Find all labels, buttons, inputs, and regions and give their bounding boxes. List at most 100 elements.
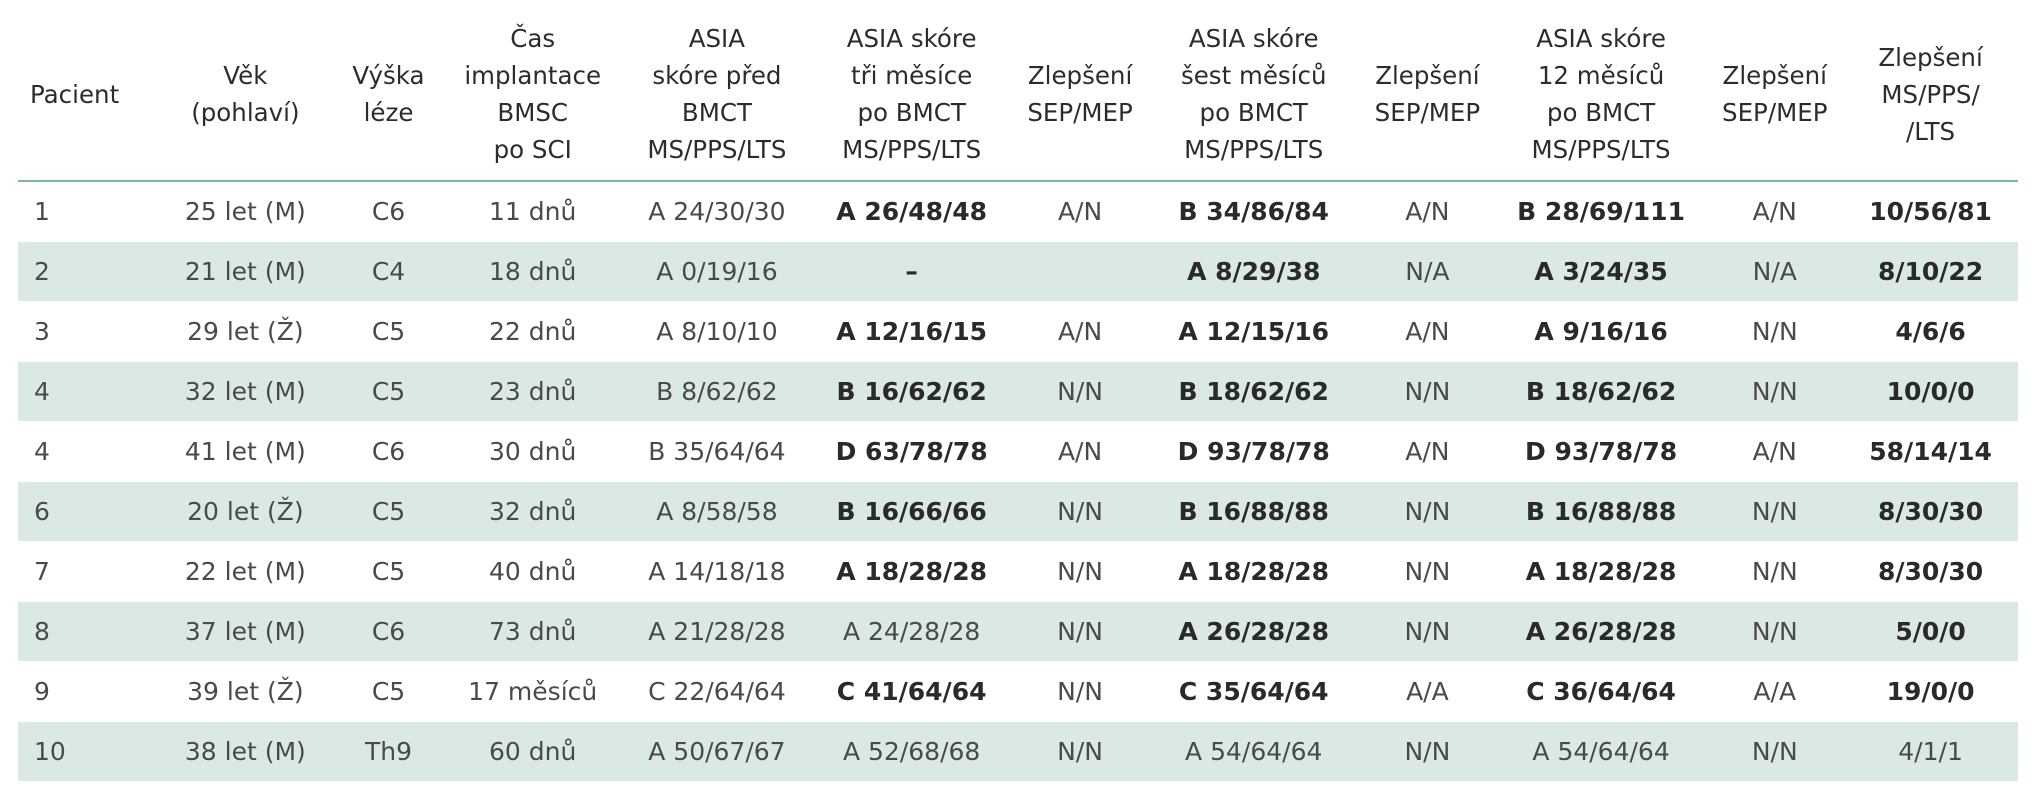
cell-zlepseni-sep-1: N/N bbox=[1011, 481, 1149, 542]
header-row: Pacient Věk (pohlaví) Výška léze Čas implantac… bbox=[18, 20, 2018, 182]
cell-asia-3m: D 63/78/78 bbox=[811, 421, 1012, 482]
header-line: SEP/MEP bbox=[1722, 98, 1828, 127]
cell-asia-pred: A 14/18/18 bbox=[622, 541, 812, 602]
cell-pacient: 3 bbox=[18, 301, 157, 362]
cell-asia-3m: A 26/48/48 bbox=[811, 181, 1012, 242]
cell-asia-pred: A 24/30/30 bbox=[622, 181, 812, 242]
cell-zlepseni-sep-2: N/N bbox=[1358, 481, 1496, 542]
cell-pacient: 2 bbox=[18, 241, 157, 302]
cell-asia-6m: A 8/29/38 bbox=[1148, 241, 1359, 302]
cell-pacient: 10 bbox=[18, 721, 157, 782]
header-cas-implantace: Čas implantace BMSC po SCI bbox=[443, 20, 623, 182]
cell-zlepseni-sep-1: A/N bbox=[1011, 181, 1149, 242]
table-row: 10 38 let (M) Th9 60 dnů A 50/67/67 A 52/68/6… bbox=[18, 721, 2018, 782]
cell-asia-pred: C 22/64/64 bbox=[622, 661, 812, 722]
cell-asia-12m: A 9/16/16 bbox=[1495, 301, 1707, 362]
cell-vyska-leze: C5 bbox=[333, 481, 444, 542]
cell-zlepseni-sep-2: N/N bbox=[1358, 601, 1496, 662]
cell-asia-3m: A 18/28/28 bbox=[811, 541, 1012, 602]
cell-cas-implantace: 30 dnů bbox=[443, 421, 623, 482]
cell-asia-12m: A 3/24/35 bbox=[1495, 241, 1707, 302]
cell-zlepseni-ms: 10/0/0 bbox=[1843, 361, 2018, 422]
table-row: 4 32 let (M) C5 23 dnů B 8/62/62 B 16/62/62 N/… bbox=[18, 361, 2018, 422]
header-line: Zlepšení bbox=[1722, 61, 1827, 90]
cell-zlepseni-sep-3: N/A bbox=[1706, 241, 1844, 302]
cell-zlepseni-sep-2: N/A bbox=[1358, 241, 1496, 302]
header-line: po BMCT bbox=[1546, 98, 1656, 127]
cell-zlepseni-sep-2: N/N bbox=[1358, 361, 1496, 422]
cell-cas-implantace: 18 dnů bbox=[443, 241, 623, 302]
cell-zlepseni-sep-1: N/N bbox=[1011, 361, 1149, 422]
cell-vyska-leze: C5 bbox=[333, 541, 444, 602]
table-row: 4 41 let (M) C6 30 dnů B 35/64/64 D 63/78/78 A… bbox=[18, 421, 2018, 482]
cell-asia-3m: A 24/28/28 bbox=[811, 601, 1012, 662]
header-line: po BMCT bbox=[857, 98, 966, 127]
header-vyska-leze: Výška léze bbox=[333, 20, 444, 182]
cell-vyska-leze: C5 bbox=[333, 301, 444, 362]
cell-zlepseni-sep-3: N/N bbox=[1706, 301, 1844, 362]
header-line: ASIA skóre bbox=[1188, 24, 1319, 53]
header-line: Zlepšení bbox=[1375, 61, 1480, 90]
cell-zlepseni-sep-3: N/N bbox=[1706, 541, 1844, 602]
cell-zlepseni-sep-3: N/N bbox=[1706, 601, 1844, 662]
cell-asia-6m: D 93/78/78 bbox=[1148, 421, 1359, 482]
header-line: implantace bbox=[464, 61, 602, 90]
cell-asia-pred: B 35/64/64 bbox=[622, 421, 812, 482]
header-line: ASIA skóre bbox=[846, 24, 977, 53]
cell-asia-pred: A 21/28/28 bbox=[622, 601, 812, 662]
cell-zlepseni-ms: 4/6/6 bbox=[1843, 301, 2018, 362]
results-table: Pacient Věk (pohlaví) Výška léze Čas implantac… bbox=[18, 20, 2018, 782]
header-line: MS/PPS/LTS bbox=[1531, 135, 1671, 164]
cell-zlepseni-sep-2: A/A bbox=[1358, 661, 1496, 722]
cell-cas-implantace: 17 měsíců bbox=[443, 661, 623, 722]
cell-cas-implantace: 40 dnů bbox=[443, 541, 623, 602]
header-asia-3m: ASIA skóre tři měsíce po BMCT MS/PPS/LTS bbox=[811, 20, 1012, 182]
cell-asia-3m: – bbox=[811, 241, 1012, 302]
cell-vyska-leze: C5 bbox=[333, 361, 444, 422]
cell-zlepseni-ms: 4/1/1 bbox=[1843, 721, 2018, 782]
cell-zlepseni-sep-1: N/N bbox=[1011, 661, 1149, 722]
cell-zlepseni-sep-1: N/N bbox=[1011, 541, 1149, 602]
cell-zlepseni-sep-1 bbox=[1011, 241, 1149, 302]
cell-pacient: 7 bbox=[18, 541, 157, 602]
table-row: 8 37 let (M) C6 73 dnů A 21/28/28 A 24/28/28 N… bbox=[18, 601, 2018, 662]
cell-pacient: 9 bbox=[18, 661, 157, 722]
cell-asia-12m: C 36/64/64 bbox=[1495, 661, 1707, 722]
header-line: MS/PPS/LTS bbox=[1184, 135, 1324, 164]
header-pacient: Pacient bbox=[18, 20, 157, 182]
cell-zlepseni-sep-3: A/N bbox=[1706, 421, 1844, 482]
cell-asia-pred: A 50/67/67 bbox=[622, 721, 812, 782]
cell-asia-pred: A 0/19/16 bbox=[622, 241, 812, 302]
table-row: 1 25 let (M) C6 11 dnů A 24/30/30 A 26/48/48 A… bbox=[18, 181, 2018, 242]
header-line: BMCT bbox=[681, 98, 752, 127]
cell-zlepseni-sep-2: A/N bbox=[1358, 181, 1496, 242]
cell-zlepseni-ms: 5/0/0 bbox=[1843, 601, 2018, 662]
cell-zlepseni-ms: 58/14/14 bbox=[1843, 421, 2018, 482]
cell-vek: 39 let (Ž) bbox=[156, 661, 334, 722]
cell-asia-3m: A 12/16/15 bbox=[811, 301, 1012, 362]
header-line: BMSC bbox=[497, 98, 568, 127]
cell-cas-implantace: 73 dnů bbox=[443, 601, 623, 662]
cell-cas-implantace: 22 dnů bbox=[443, 301, 623, 362]
header-line: tři měsíce bbox=[850, 61, 973, 90]
header-line: Zlepšení bbox=[1027, 61, 1133, 90]
cell-asia-12m: A 26/28/28 bbox=[1495, 601, 1707, 662]
table-row: 7 22 let (M) C5 40 dnů A 14/18/18 A 18/28/28 N… bbox=[18, 541, 2018, 602]
cell-zlepseni-ms: 8/10/22 bbox=[1843, 241, 2018, 302]
header-line: ASIA skóre bbox=[1536, 24, 1666, 53]
cell-asia-6m: B 18/62/62 bbox=[1148, 361, 1359, 422]
cell-asia-6m: B 16/88/88 bbox=[1148, 481, 1359, 542]
header-line: MS/PPS/LTS bbox=[647, 135, 787, 164]
cell-zlepseni-ms: 8/30/30 bbox=[1843, 541, 2018, 602]
cell-asia-pred: A 8/10/10 bbox=[622, 301, 812, 362]
cell-zlepseni-sep-2: A/N bbox=[1358, 421, 1496, 482]
header-asia-pred: ASIA skóre před BMCT MS/PPS/LTS bbox=[622, 20, 812, 182]
header-line: Čas bbox=[510, 24, 556, 53]
cell-zlepseni-sep-1: A/N bbox=[1011, 421, 1149, 482]
cell-asia-pred: A 8/58/58 bbox=[622, 481, 812, 542]
cell-zlepseni-sep-3: N/N bbox=[1706, 361, 1844, 422]
header-zlepseni-sep-3: Zlepšení SEP/MEP bbox=[1706, 20, 1844, 182]
cell-vyska-leze: C5 bbox=[333, 661, 444, 722]
header-zlepseni-sep-1: Zlepšení SEP/MEP bbox=[1011, 20, 1149, 182]
cell-asia-12m: B 18/62/62 bbox=[1495, 361, 1707, 422]
